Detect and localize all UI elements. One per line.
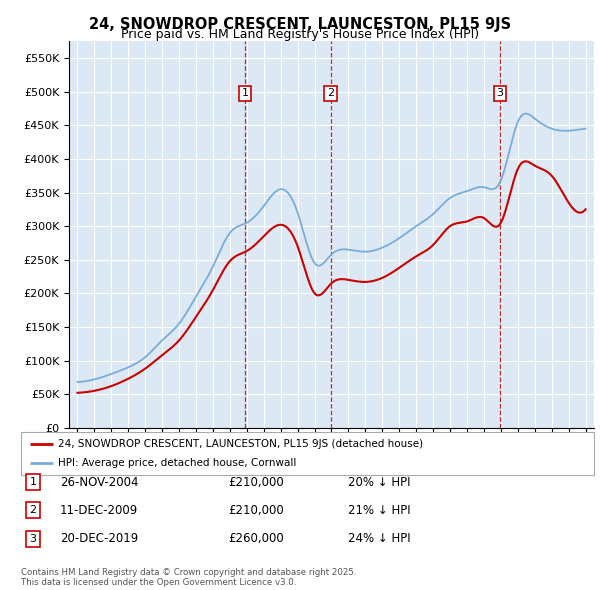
Text: 26-NOV-2004: 26-NOV-2004 <box>60 476 139 489</box>
Text: 1: 1 <box>29 477 37 487</box>
Text: 21% ↓ HPI: 21% ↓ HPI <box>348 504 410 517</box>
Text: 20-DEC-2019: 20-DEC-2019 <box>60 532 138 545</box>
Text: Contains HM Land Registry data © Crown copyright and database right 2025.
This d: Contains HM Land Registry data © Crown c… <box>21 568 356 587</box>
Text: 3: 3 <box>497 88 503 99</box>
Text: 24, SNOWDROP CRESCENT, LAUNCESTON, PL15 9JS: 24, SNOWDROP CRESCENT, LAUNCESTON, PL15 … <box>89 17 511 31</box>
Text: HPI: Average price, detached house, Cornwall: HPI: Average price, detached house, Corn… <box>58 458 296 468</box>
Text: 3: 3 <box>29 534 37 543</box>
Text: 2: 2 <box>327 88 334 99</box>
Text: £210,000: £210,000 <box>228 476 284 489</box>
Text: 2: 2 <box>29 506 37 515</box>
Text: 11-DEC-2009: 11-DEC-2009 <box>60 504 138 517</box>
Text: 20% ↓ HPI: 20% ↓ HPI <box>348 476 410 489</box>
Text: 24, SNOWDROP CRESCENT, LAUNCESTON, PL15 9JS (detached house): 24, SNOWDROP CRESCENT, LAUNCESTON, PL15 … <box>58 439 424 449</box>
Text: Price paid vs. HM Land Registry's House Price Index (HPI): Price paid vs. HM Land Registry's House … <box>121 28 479 41</box>
Text: £260,000: £260,000 <box>228 532 284 545</box>
Text: 1: 1 <box>242 88 248 99</box>
Text: £210,000: £210,000 <box>228 504 284 517</box>
Text: 24% ↓ HPI: 24% ↓ HPI <box>348 532 410 545</box>
